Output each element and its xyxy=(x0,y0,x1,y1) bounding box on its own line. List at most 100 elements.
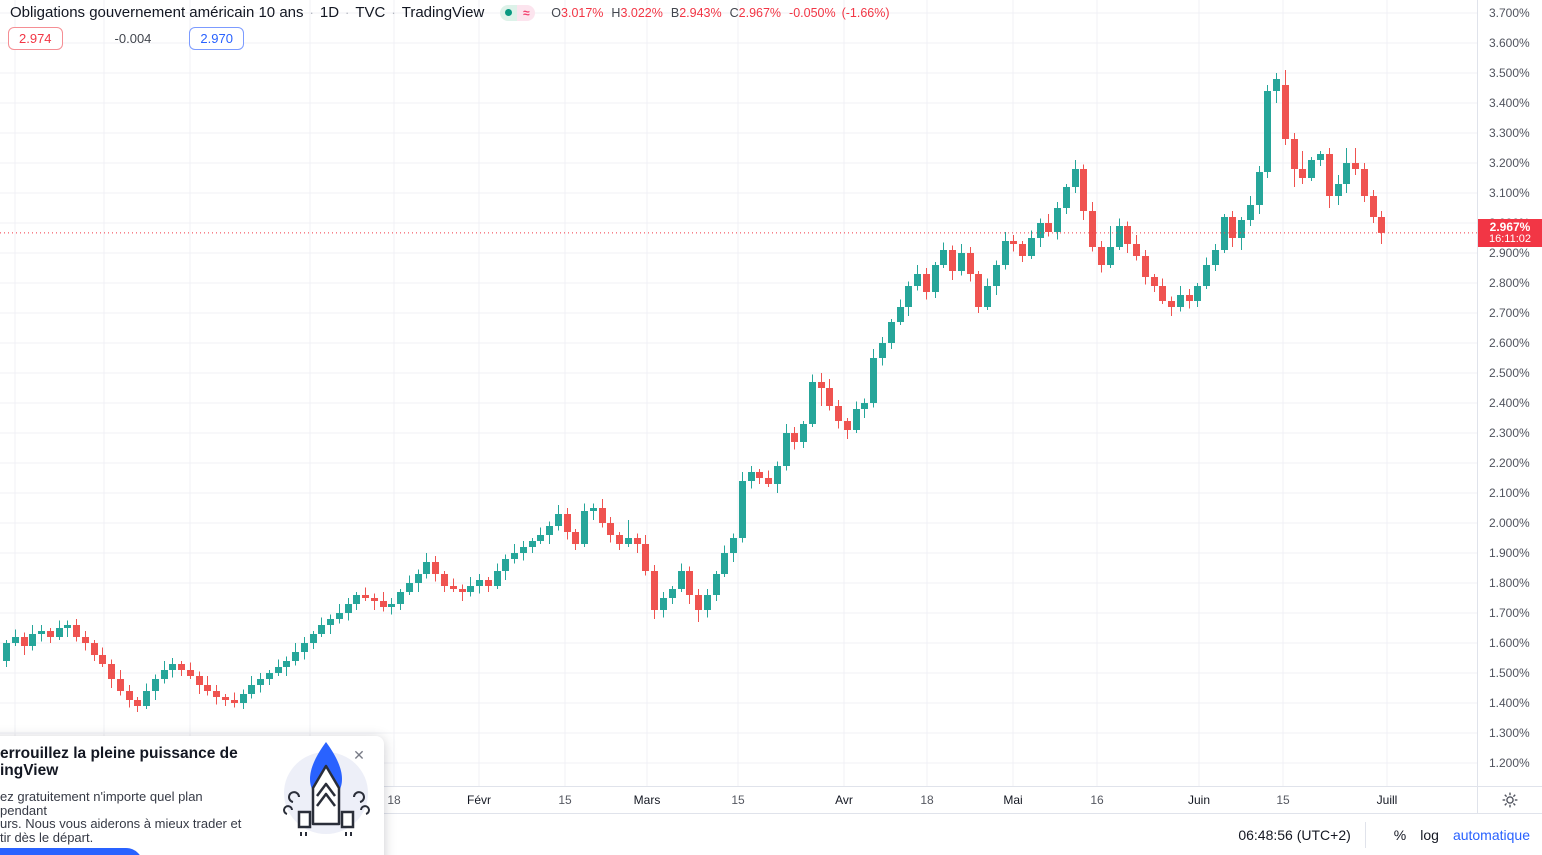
auto-scale-button[interactable]: automatique xyxy=(1452,826,1530,843)
price-label: 2.900% xyxy=(1489,246,1530,260)
candle-body xyxy=(1221,217,1228,250)
candle-body xyxy=(476,580,483,586)
candle-body xyxy=(651,571,658,610)
price-label: 3.500% xyxy=(1489,66,1530,80)
candle-body xyxy=(1089,211,1096,247)
promo-cta-button[interactable] xyxy=(0,848,143,855)
time-tick-label: 18 xyxy=(920,793,934,807)
buy-price-button[interactable]: 2.970 xyxy=(189,27,244,50)
candle-body xyxy=(73,625,80,637)
gear-icon xyxy=(1502,792,1518,808)
price-label: 2.200% xyxy=(1489,456,1530,470)
separator-dot: · xyxy=(309,5,314,20)
candle-body xyxy=(187,670,194,676)
candle-body xyxy=(161,670,168,679)
price-label: 3.200% xyxy=(1489,156,1530,170)
price-label: 1.700% xyxy=(1489,606,1530,620)
candle-body xyxy=(686,571,693,595)
separator-dot: · xyxy=(345,5,350,20)
sell-price-button[interactable]: 2.974 xyxy=(8,27,63,50)
price-scale[interactable]: 2.967% 16:11:02 3.700% 3.600% 3.500% 3.400%… xyxy=(1477,0,1542,813)
candle-body xyxy=(853,409,860,430)
quote-row: 2.974 -0.004 2.970 xyxy=(8,27,244,50)
candle-body xyxy=(143,691,150,706)
interval-label[interactable]: 1D xyxy=(319,4,340,21)
candle-body xyxy=(345,604,352,613)
clock-timezone-button[interactable]: 06:48:56 (UTC+2) xyxy=(1238,826,1351,843)
brand-label: TradingView xyxy=(401,4,485,21)
candle-body xyxy=(625,538,632,544)
log-scale-button[interactable]: log xyxy=(1420,826,1439,843)
candle-body xyxy=(721,553,728,574)
candle-body xyxy=(1186,295,1193,301)
high-value: 3.022% xyxy=(620,5,663,20)
candle-body xyxy=(91,643,98,655)
chart-legend: Obligations gouvernement américain 10 an… xyxy=(10,4,890,21)
candle-body xyxy=(336,613,343,619)
candle-body xyxy=(134,700,141,706)
candle-body xyxy=(555,514,562,526)
candle-body xyxy=(1098,247,1105,265)
candle-body xyxy=(669,589,676,598)
promo-body-line1: ez gratuitement n'importe quel plan pend… xyxy=(0,789,203,818)
candle-body xyxy=(897,307,904,322)
candle-body xyxy=(1335,184,1342,196)
candle-body xyxy=(1028,238,1035,256)
candle-body xyxy=(388,604,395,607)
time-tick-label: 15 xyxy=(1276,793,1290,807)
candle-body xyxy=(993,265,1000,286)
candle-body xyxy=(791,433,798,442)
candle-body xyxy=(459,589,466,592)
candle-body xyxy=(1045,223,1052,232)
candle-body xyxy=(520,547,527,553)
exchange-label[interactable]: TVC xyxy=(355,4,386,21)
candle-body xyxy=(835,406,842,421)
close-icon[interactable]: ✕ xyxy=(353,746,365,763)
candle-body xyxy=(1282,85,1289,139)
low-label: B xyxy=(670,5,680,20)
candle-body xyxy=(415,574,422,583)
candle-body xyxy=(222,697,229,700)
candle-body xyxy=(1019,244,1026,256)
percent-scale-button[interactable]: % xyxy=(1393,826,1407,843)
candle-body xyxy=(301,643,308,652)
candle-body xyxy=(932,265,939,292)
candle-body xyxy=(949,250,956,271)
promo-body-line2: urs. Nous vous aiderons à mieux trader e… xyxy=(0,816,242,831)
candle-body xyxy=(730,538,737,553)
close-value: 2.967% xyxy=(738,5,782,20)
candle-body xyxy=(310,634,317,643)
candle-body xyxy=(353,595,360,604)
candle-body xyxy=(1177,295,1184,307)
price-label: 3.100% xyxy=(1489,186,1530,200)
candle-body xyxy=(1326,154,1333,196)
candle-body xyxy=(888,322,895,343)
open-label: O xyxy=(551,5,562,20)
candle-body xyxy=(169,664,176,670)
candle-body xyxy=(678,571,685,589)
candle-body xyxy=(38,631,45,634)
candle-body xyxy=(406,583,413,592)
price-label: 1.900% xyxy=(1489,546,1530,560)
symbol-title[interactable]: Obligations gouvernement américain 10 an… xyxy=(10,4,304,21)
change-value: -0.050% xyxy=(789,5,836,20)
price-label: 3.400% xyxy=(1489,96,1530,110)
candlestick-chart[interactable] xyxy=(0,0,1477,786)
candle-body xyxy=(21,637,28,646)
candle-body xyxy=(231,700,238,703)
price-label: 1.600% xyxy=(1489,636,1530,650)
time-scale-settings[interactable] xyxy=(1477,786,1542,813)
open-value: 3.017% xyxy=(561,5,604,20)
price-label: 1.200% xyxy=(1489,756,1530,770)
price-label: 2.300% xyxy=(1489,426,1530,440)
candle-body xyxy=(1002,241,1009,265)
candle-body xyxy=(546,526,553,535)
candle-body xyxy=(117,679,124,691)
candle-body xyxy=(1308,160,1315,178)
candle-body xyxy=(940,250,947,265)
time-tick-label: Mars xyxy=(633,793,661,807)
candle-body xyxy=(695,595,702,610)
candle-body xyxy=(1370,196,1377,217)
market-status-pill[interactable]: ≈ xyxy=(500,4,536,21)
price-label: 1.800% xyxy=(1489,576,1530,590)
